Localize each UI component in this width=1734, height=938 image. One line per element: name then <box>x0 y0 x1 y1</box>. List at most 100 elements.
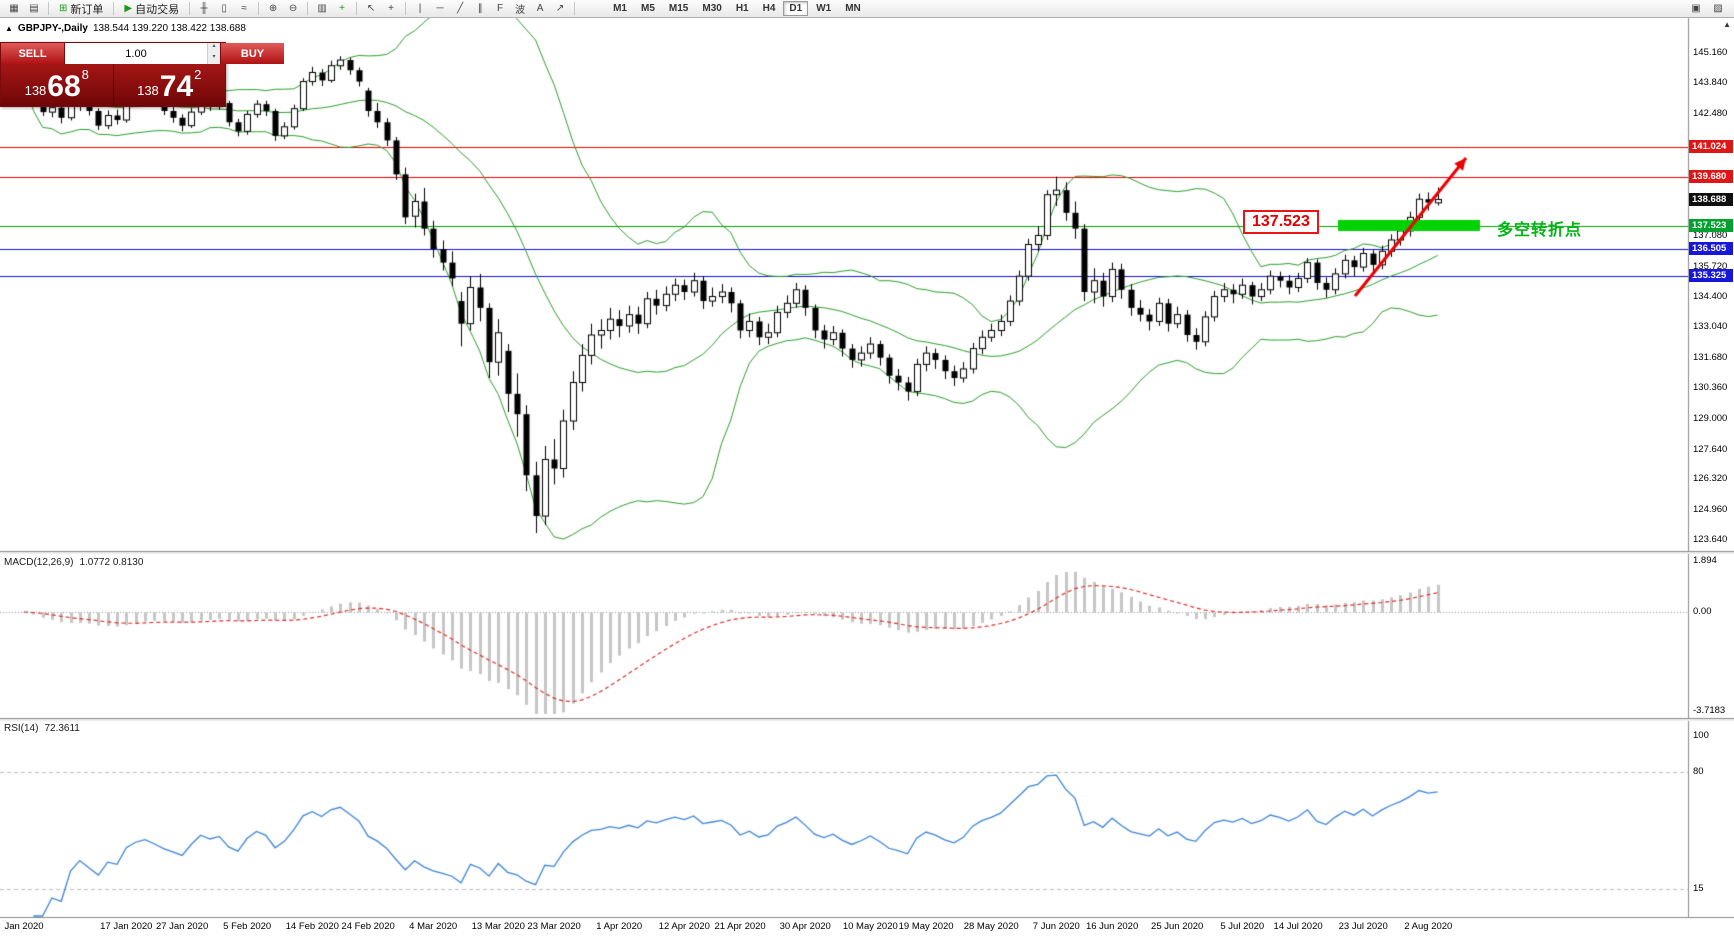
time-axis-label: 5 Feb 2020 <box>223 921 272 932</box>
horizontal-line-icon[interactable]: ─ <box>431 1 449 16</box>
time-axis-label: 13 Mar 2020 <box>471 921 525 932</box>
autotrade-button[interactable]: ▶ 自动交易 <box>119 1 184 16</box>
timeframe-m5[interactable]: M5 <box>641 3 655 14</box>
rsi-value: 72.3611 <box>44 723 80 734</box>
expand-icon[interactable]: ▨ <box>1709 1 1727 16</box>
time-axis-label: 30 Apr 2020 <box>779 921 831 932</box>
time-axis-label: 19 May 2020 <box>898 921 954 932</box>
bar-chart-icon[interactable]: ╫ <box>195 1 213 16</box>
timeframe-toolbar: M1 M5 M15 M30 H1 H4 D1 W1 MN <box>607 1 867 16</box>
new-order-button-glyph: ⊞ <box>59 3 68 14</box>
sell-price[interactable]: 138 68 8 <box>1 64 113 106</box>
trade-panel-controls: SELL ▴ ▾ BUY <box>1 43 284 64</box>
sell-price-sup: 8 <box>81 67 89 82</box>
chart-symbol-period: GBPJPY-,Daily <box>17 23 88 34</box>
price-axis-label: 142.480 <box>1693 107 1728 119</box>
collapse-icon[interactable]: ▲ <box>5 24 13 33</box>
zoom-out-icon[interactable]: ⊖ <box>284 1 302 16</box>
toolbar-separator <box>356 2 358 15</box>
trendline-icon[interactable]: ╱ <box>451 1 469 16</box>
macd-axis-label: -3.7183 <box>1693 705 1726 717</box>
buy-button[interactable]: BUY <box>221 43 284 64</box>
price-tag-138.688: 138.688 <box>1689 192 1733 206</box>
time-axis-label: 14 Jul 2020 <box>1273 921 1323 932</box>
trade-panel-divider <box>112 64 114 106</box>
cursor-icon[interactable]: ↖ <box>362 1 380 16</box>
chart-list-icon[interactable]: ▣ <box>1687 1 1705 16</box>
timeframe-m30[interactable]: M30 <box>702 3 722 14</box>
volume-up-icon[interactable]: ▴ <box>208 43 220 54</box>
expand-icon-glyph: ▨ <box>1713 3 1723 14</box>
buy-price-prefix: 138 <box>137 83 159 98</box>
time-axis-label: 5 Jul 2020 <box>1220 921 1265 932</box>
candlestick-chart-icon[interactable]: ▯ <box>215 1 233 16</box>
text-icon[interactable]: A <box>531 1 549 16</box>
volume-input[interactable] <box>65 43 207 64</box>
macd-name: MACD(12,26,9) <box>4 557 74 568</box>
line-chart-icon[interactable]: ≈ <box>235 1 253 16</box>
new-chart-icon[interactable]: ▦ <box>5 1 23 16</box>
buy-price[interactable]: 138 74 2 <box>114 64 226 106</box>
chart-ohlc-readout: 138.544 139.220 138.422 138.688 <box>92 23 246 34</box>
toolbar-separator <box>574 2 576 15</box>
price-axis-label: 137.080 <box>1693 229 1728 241</box>
time-axis-label: 24 Feb 2020 <box>341 921 395 932</box>
pivot-point-label: 多空转折点 <box>1497 222 1583 239</box>
timeframe-h4[interactable]: H4 <box>762 3 776 14</box>
price-tag-139.680: 139.680 <box>1689 170 1733 184</box>
time-axis-label: 1 Apr 2020 <box>596 921 643 932</box>
price-tag-137.523: 137.523 <box>1689 218 1733 232</box>
toolbar-separator <box>258 2 260 15</box>
rsi-name: RSI(14) <box>4 723 39 734</box>
sell-price-big: 68 <box>47 70 81 103</box>
scroll-up-icon[interactable]: ▲ <box>1723 20 1731 29</box>
time-axis-label: Jan 2020 <box>4 921 44 932</box>
text-icon-glyph: A <box>536 3 544 14</box>
wave-icon[interactable]: 波 <box>511 1 529 16</box>
autotrade-button-glyph: ▶ <box>124 3 133 14</box>
price-axis-label: 127.640 <box>1693 443 1728 455</box>
fibonacci-icon[interactable]: F <box>491 1 509 16</box>
main-toolbar: ▦ ▤ ⊞ 新订单 ▶ 自动交易 ╫ ▯ ≈ ⊕ ⊖ ▥ + ↖ + | ─ ╱ ∥ F 波 A ↗ M1 M5 M15 M30 H… <box>0 0 1734 18</box>
trendline-icon-glyph: ╱ <box>457 3 464 14</box>
timeframe-h1[interactable]: H1 <box>735 3 749 14</box>
time-axis-label: 12 Apr 2020 <box>658 921 710 932</box>
timeframe-d1[interactable]: D1 <box>783 1 809 16</box>
volume-down-icon[interactable]: ▾ <box>208 53 220 64</box>
timeframe-mn[interactable]: MN <box>845 3 861 14</box>
indicators-icon-glyph: + <box>339 3 346 14</box>
profiles-icon-glyph: ▤ <box>29 3 39 14</box>
chart-title: ▲ GBPJPY-,Daily 138.544 139.220 138.422 … <box>5 23 246 34</box>
crosshair-icon[interactable]: + <box>382 1 400 16</box>
tile-windows-icon-glyph: ▥ <box>317 3 327 14</box>
vertical-line-icon[interactable]: | <box>411 1 429 16</box>
buy-price-big: 74 <box>159 70 194 103</box>
new-chart-icon-glyph: ▦ <box>9 3 19 14</box>
new-order-button[interactable]: ⊞ 新订单 <box>54 1 108 16</box>
profiles-icon[interactable]: ▤ <box>25 1 43 16</box>
time-axis-label: 28 May 2020 <box>963 921 1019 932</box>
tile-windows-icon[interactable]: ▥ <box>313 1 331 16</box>
channel-icon[interactable]: ∥ <box>471 1 489 16</box>
one-click-trading-panel: SELL ▴ ▾ BUY 138 68 8 138 <box>0 42 284 107</box>
zoom-in-icon[interactable]: ⊕ <box>264 1 282 16</box>
timeframe-w1[interactable]: W1 <box>816 3 832 14</box>
sell-button[interactable]: SELL <box>1 43 64 64</box>
timeframe-m1[interactable]: M1 <box>613 3 627 14</box>
macd-values: 1.0772 0.8130 <box>79 557 144 568</box>
rsi-axis-label: 100 <box>1693 730 1709 741</box>
toolbar-separator <box>48 2 49 15</box>
price-axis-label: 126.320 <box>1693 473 1728 485</box>
price-axis-label: 145.160 <box>1693 47 1728 59</box>
toolbar-separator <box>189 2 191 15</box>
timeframe-m15[interactable]: M15 <box>668 3 689 14</box>
toolbar-tools-group: ▦ ▤ ⊞ 新订单 ▶ 自动交易 ╫ ▯ ≈ ⊕ ⊖ ▥ + ↖ + | ─ ╱ ∥ F 波 A ↗ <box>4 1 579 16</box>
arrow-tool-icon[interactable]: ↗ <box>551 1 569 16</box>
indicators-icon[interactable]: + <box>333 1 351 16</box>
volume-field: ▴ ▾ <box>64 43 221 64</box>
price-tag-135.325: 135.325 <box>1689 268 1733 282</box>
volume-spinner: ▴ ▾ <box>207 43 220 64</box>
time-axis-label: 27 Jan 2020 <box>155 921 209 932</box>
